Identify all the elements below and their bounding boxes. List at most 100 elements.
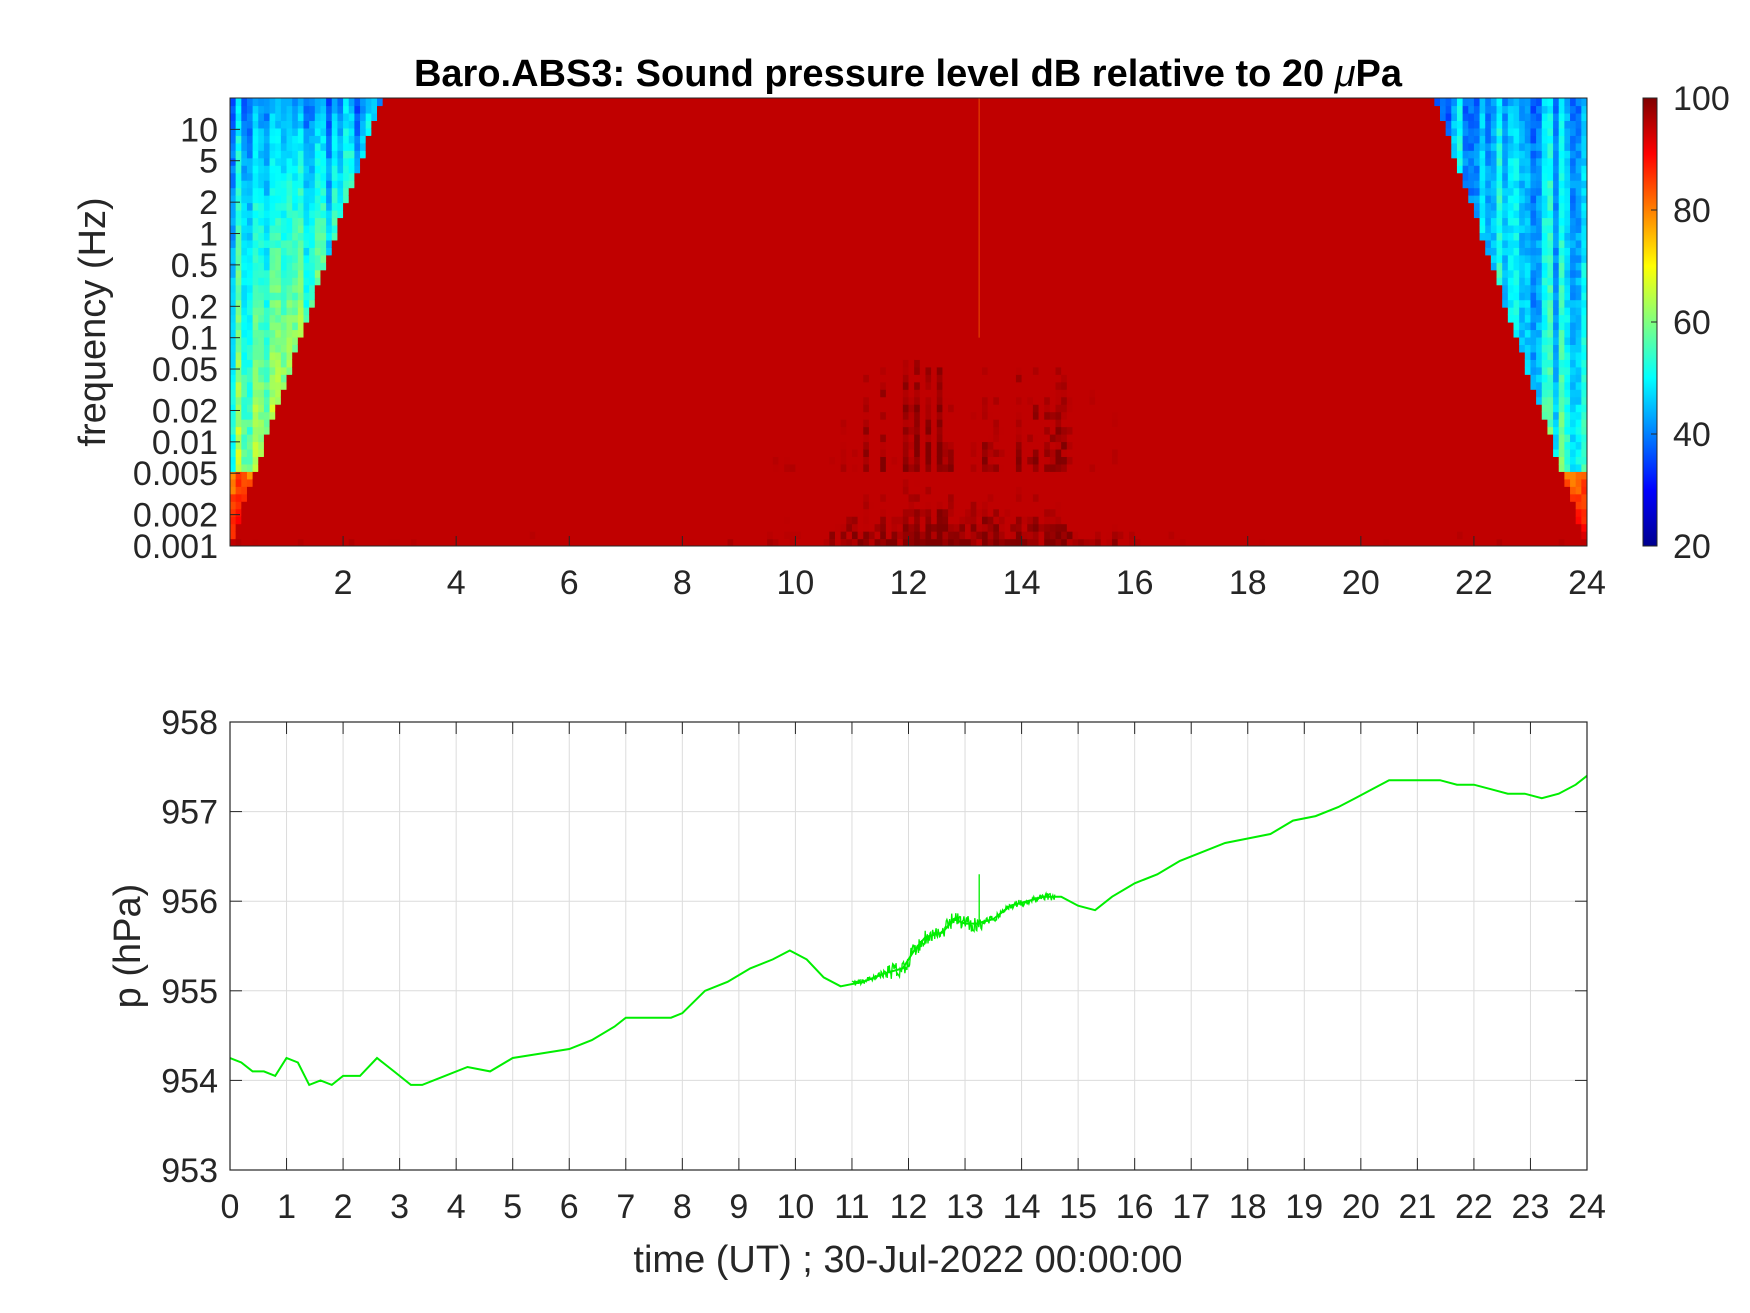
spectrogram-cell xyxy=(586,322,593,331)
spectrogram-cell xyxy=(557,262,565,271)
spectrogram-cell xyxy=(241,105,248,114)
spectrogram-cell xyxy=(292,157,299,166)
spectrogram-cell xyxy=(416,299,423,308)
spectrogram-cell xyxy=(518,165,525,174)
spectrogram-cell xyxy=(671,374,678,383)
spectrogram-cell xyxy=(292,538,299,546)
spectrogram-cell xyxy=(501,314,508,323)
spectrogram-cell xyxy=(687,508,695,517)
spectrogram-cell xyxy=(292,471,299,480)
spectrogram-cell xyxy=(405,292,412,301)
spectrogram-cell xyxy=(343,426,350,435)
spectrogram-cell xyxy=(326,396,333,405)
spectrogram-cell xyxy=(343,411,350,420)
spectrogram-cell xyxy=(303,426,310,435)
spectrogram-cell xyxy=(597,217,604,226)
spectrogram-cell xyxy=(563,187,570,196)
spectrogram-cell xyxy=(331,486,339,495)
spectrogram-cell xyxy=(642,351,649,360)
spectrogram-cell xyxy=(654,180,661,189)
spectrogram-cell xyxy=(230,523,237,532)
spectrogram-cell xyxy=(388,538,395,546)
spectrogram-cell xyxy=(433,359,440,368)
spectrogram-cell xyxy=(263,98,271,107)
spectrogram-cell xyxy=(309,165,316,174)
spectrogram-cell xyxy=(563,127,570,136)
spectrogram-cell xyxy=(416,419,423,428)
spectrogram-cell xyxy=(230,531,237,540)
spectrogram-cell xyxy=(586,336,593,345)
spectrogram-cell xyxy=(699,516,706,525)
spectrogram-cell xyxy=(297,195,305,204)
spectrogram-cell xyxy=(546,157,553,166)
spectrogram-cell xyxy=(569,322,576,331)
spectrogram-cell xyxy=(326,389,333,398)
spectrogram-cell xyxy=(326,254,333,263)
spectrogram-cell xyxy=(614,336,621,345)
spectrogram-cell xyxy=(439,284,446,293)
spectrogram-cell xyxy=(608,284,616,293)
spectrogram-cell xyxy=(620,224,627,233)
spectrogram-cell xyxy=(591,269,599,278)
spectrogram-cell xyxy=(535,478,542,487)
spectrogram-cell xyxy=(343,344,350,353)
spectrogram-cell xyxy=(557,434,565,443)
spectrogram-cell xyxy=(625,448,633,457)
spectrogram-cell xyxy=(625,456,633,465)
spectrogram-cell xyxy=(235,411,242,420)
spectrogram-cell xyxy=(574,217,582,226)
spectrogram-cell xyxy=(348,486,355,495)
spectrogram-cell xyxy=(230,463,237,472)
spectrogram-cell xyxy=(478,523,486,532)
spectrogram-cell xyxy=(320,217,327,226)
spectrogram-cell xyxy=(484,180,491,189)
spectrogram-cell xyxy=(512,232,519,241)
spectrogram-cell xyxy=(659,224,666,233)
spectrogram-cell xyxy=(405,329,412,338)
spectrogram-cell xyxy=(405,426,412,435)
spectrogram-cell xyxy=(337,478,344,487)
spectrogram-cell xyxy=(586,98,593,107)
spectrogram-cell xyxy=(450,232,457,241)
spectrogram-cell xyxy=(637,523,644,532)
spectrogram-cell xyxy=(354,516,361,525)
spectrogram-cell xyxy=(518,396,525,405)
spectrogram-cell xyxy=(433,463,440,472)
spectrogram-cell xyxy=(354,374,361,383)
spectrogram-cell xyxy=(269,516,276,525)
spectrogram-cell xyxy=(507,187,514,196)
spectrogram-cell xyxy=(631,322,638,331)
spectrogram-cell xyxy=(303,135,310,144)
spectrogram-cell xyxy=(331,374,339,383)
spectrogram-cell xyxy=(512,314,519,323)
spectrogram-cell xyxy=(693,389,700,398)
spectrogram-cell xyxy=(546,411,553,420)
spectrogram-cell xyxy=(563,374,570,383)
spectrogram-cell xyxy=(433,120,440,129)
spectrogram-cell xyxy=(365,165,372,174)
spectrogram-cell xyxy=(365,292,372,301)
spectrogram-cell xyxy=(535,269,542,278)
spectrogram-cell xyxy=(512,157,519,166)
spectrogram-cell xyxy=(439,322,446,331)
spectrogram-cell xyxy=(422,471,429,480)
spectrogram-cell xyxy=(393,284,401,293)
spectrogram-cell xyxy=(563,486,570,495)
spectrogram-cell xyxy=(371,187,378,196)
spectrogram-cell xyxy=(399,493,406,502)
spectrogram-cell xyxy=(676,471,683,480)
spectrogram-cell xyxy=(444,180,452,189)
spectrogram-cell xyxy=(524,322,531,331)
spectrogram-cell xyxy=(416,135,423,144)
spectrogram-cell xyxy=(241,351,248,360)
spectrogram-cell xyxy=(552,195,559,204)
spectrogram-cell xyxy=(286,150,293,159)
spectrogram-cell xyxy=(642,478,649,487)
spectrogram-cell xyxy=(450,142,457,151)
spectrogram-cell xyxy=(235,142,242,151)
spectrogram-cell xyxy=(495,456,502,465)
spectrogram-cell xyxy=(348,314,355,323)
spectrogram-cell xyxy=(490,195,497,204)
spectrogram-cell xyxy=(569,411,576,420)
spectrogram-cell xyxy=(326,322,333,331)
